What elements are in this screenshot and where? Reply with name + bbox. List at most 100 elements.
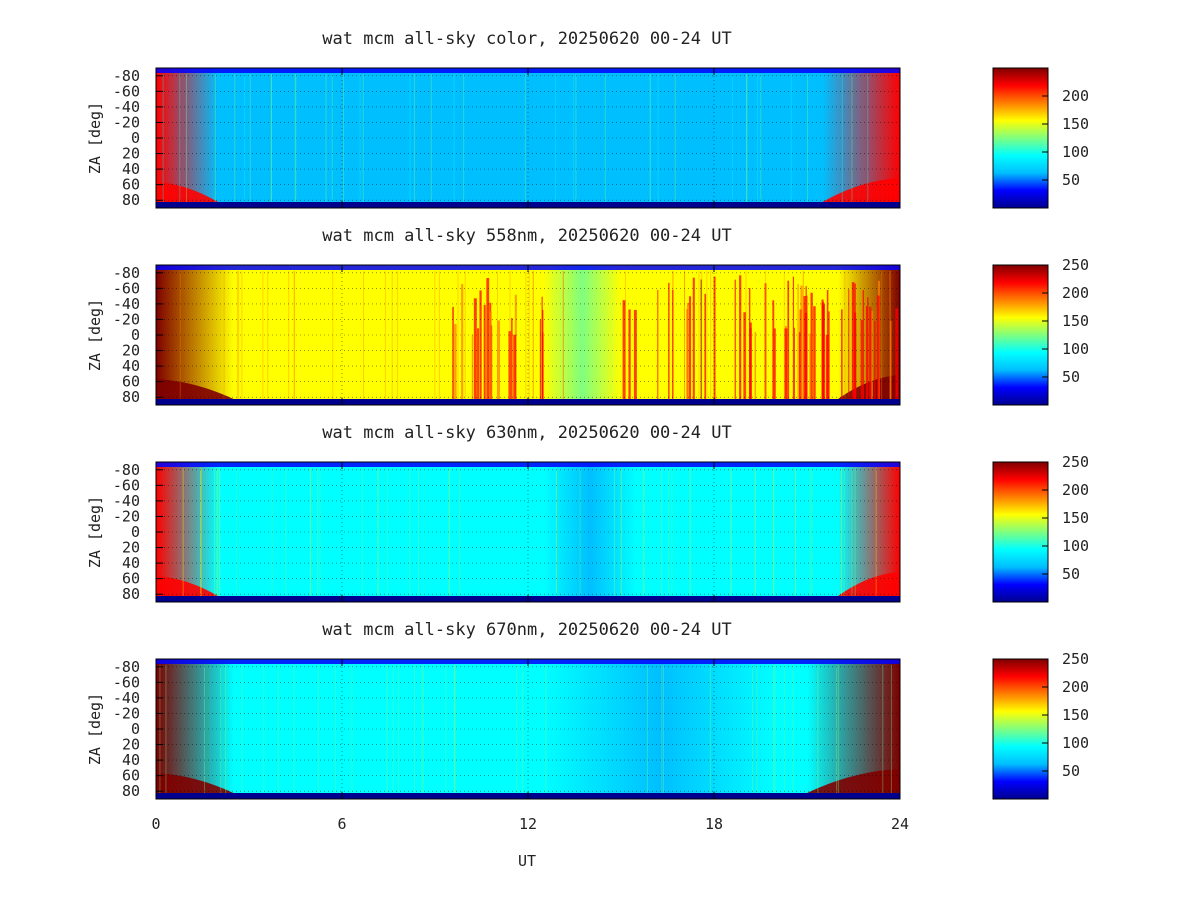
y-tick-label: 20	[122, 736, 140, 754]
aurora-streak	[867, 297, 869, 399]
aurora-streak	[622, 300, 626, 399]
faint-streak	[802, 271, 804, 399]
faint-streak	[453, 665, 455, 793]
x-tick-label: 6	[337, 815, 346, 833]
aurora-streak	[749, 328, 752, 399]
faint-streak	[397, 665, 399, 793]
faint-streak	[809, 468, 811, 596]
faint-streak	[867, 74, 869, 202]
y-tick-label: 40	[122, 554, 140, 572]
faint-streak	[325, 74, 327, 202]
faint-streak	[319, 468, 321, 596]
colorbar-tick-label: 250	[1062, 650, 1089, 668]
aurora-streak	[452, 306, 454, 399]
faint-streak	[249, 74, 251, 202]
faint-streak	[524, 74, 526, 202]
faint-streak	[386, 665, 388, 793]
faint-streak	[706, 271, 708, 399]
faint-streak	[295, 74, 297, 202]
faint-streak	[384, 271, 386, 399]
y-tick-label: 0	[131, 523, 140, 541]
edge-glow-right	[838, 572, 900, 596]
edge-glow-left	[156, 576, 218, 596]
faint-streak	[430, 74, 432, 202]
aurora-streak	[688, 296, 692, 399]
faint-streak	[604, 74, 606, 202]
faint-streak	[182, 468, 184, 596]
faint-streak	[624, 271, 626, 399]
y-tick-label: -80	[113, 461, 140, 479]
aurora-streak	[841, 309, 843, 399]
faint-streak	[772, 468, 774, 596]
y-tick-label: -40	[113, 492, 140, 510]
faint-streak	[709, 665, 711, 793]
y-tick-label: 20	[122, 539, 140, 557]
faint-streak	[689, 468, 691, 596]
faint-streak	[754, 468, 756, 596]
faint-streak	[774, 665, 776, 793]
faint-streak	[807, 74, 809, 202]
faint-streak	[263, 665, 265, 793]
faint-streak	[811, 468, 813, 596]
faint-streak	[438, 271, 440, 399]
aurora-streak	[803, 296, 806, 399]
aurora-streak	[773, 328, 776, 399]
aurora-streak	[471, 334, 474, 399]
faint-streak	[448, 468, 450, 596]
faint-streak	[351, 665, 353, 793]
faint-streak	[701, 271, 703, 399]
faint-streak	[397, 271, 399, 399]
faint-streak	[792, 665, 794, 793]
y-tick-label: -80	[113, 67, 140, 85]
faint-streak	[464, 271, 466, 399]
colorbar	[992, 461, 1049, 603]
edge-glow-left	[156, 773, 234, 793]
faint-streak	[293, 271, 295, 399]
aurora-streak	[862, 290, 864, 399]
y-tick-label: 60	[122, 373, 140, 391]
faint-streak	[757, 74, 759, 202]
y-tick-label: 60	[122, 767, 140, 785]
faint-streak	[165, 665, 167, 793]
y-tick-label: -20	[113, 113, 140, 131]
aurora-streak	[513, 334, 516, 399]
colorbar	[992, 67, 1049, 209]
x-tick-label: 18	[705, 815, 723, 833]
faint-streak	[219, 468, 221, 596]
aurora-streak	[628, 309, 631, 399]
x-axis-label: UT	[518, 852, 536, 870]
faint-streak	[262, 271, 264, 399]
aurora-streak	[822, 305, 825, 399]
faint-streak	[854, 468, 856, 596]
faint-streak	[525, 271, 527, 399]
faint-streak	[555, 74, 557, 202]
faint-streak	[241, 271, 243, 399]
y-axis-label: ZA [deg]	[86, 299, 104, 371]
faint-streak	[418, 468, 420, 596]
faint-streak	[851, 74, 853, 202]
y-tick-label: -20	[113, 507, 140, 525]
colorbar-tick-label: 200	[1062, 678, 1089, 696]
faint-streak	[200, 468, 202, 596]
faint-streak	[277, 665, 279, 793]
y-tick-label: -40	[113, 295, 140, 313]
faint-streak	[840, 468, 842, 596]
aurora-streak	[511, 318, 513, 399]
aurora-streak	[787, 280, 790, 399]
aurora-streak	[692, 277, 695, 399]
y-tick-label: -20	[113, 310, 140, 328]
faint-streak	[363, 271, 365, 399]
y-tick-label: 0	[131, 326, 140, 344]
colorbar-tick-label: 250	[1062, 256, 1089, 274]
colorbar	[992, 658, 1049, 800]
faint-streak	[614, 468, 616, 596]
colorbar-tick-label: 250	[1062, 453, 1089, 471]
colorbar-tick-label: 150	[1062, 115, 1089, 133]
colorbar-tick-label: 100	[1062, 734, 1089, 752]
faint-streak	[882, 665, 884, 793]
aurora-streak	[772, 300, 775, 399]
y-tick-label: 60	[122, 176, 140, 194]
plot-frame	[155, 658, 901, 800]
aurora-streak	[486, 278, 490, 399]
